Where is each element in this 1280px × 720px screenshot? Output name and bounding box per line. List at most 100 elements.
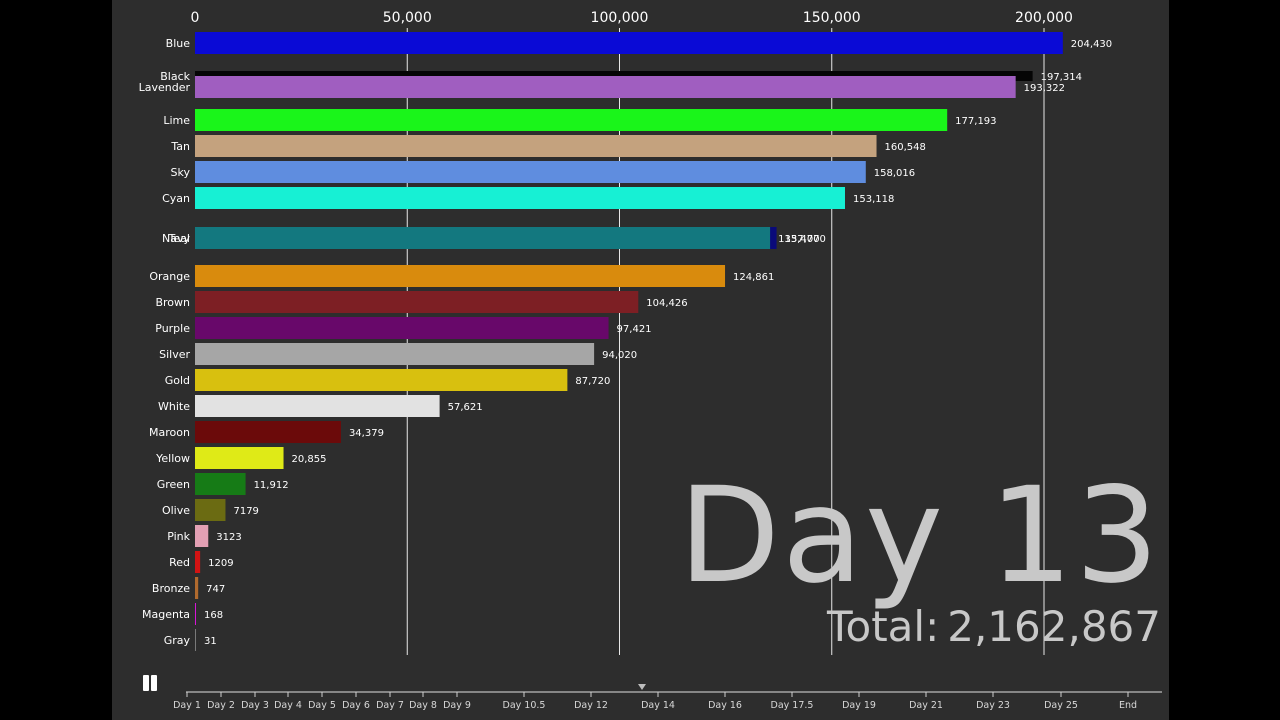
bar-label-green: Green [157, 478, 190, 491]
bar-olive [195, 499, 226, 521]
value-label-maroon: 34,379 [349, 428, 384, 439]
timeline-label: Day 16 [708, 700, 742, 711]
value-label-red: 1209 [208, 558, 233, 569]
bar-label-brown: Brown [155, 296, 190, 309]
bar-label-silver: Silver [159, 348, 190, 361]
bar-yellow [195, 447, 284, 469]
bar-label-lavender: Lavender [139, 81, 191, 94]
value-label-olive: 7179 [233, 506, 258, 517]
timeline-label: Day 4 [274, 700, 302, 711]
value-label-lime: 177,193 [955, 116, 996, 127]
value-label-gold: 87,720 [575, 376, 610, 387]
value-label-silver: 94,020 [602, 350, 637, 361]
bar-label-olive: Olive [162, 504, 190, 517]
total-readout: Total: 2,162,867 [827, 606, 1161, 648]
bar-bronze [195, 577, 199, 599]
bar-label-gold: Gold [165, 374, 190, 387]
bar-pink [195, 525, 209, 547]
total-label: Total: [826, 602, 940, 651]
value-label-purple: 97,421 [617, 324, 652, 335]
timeline-label: Day 1 [173, 700, 201, 711]
bar-chart-race: 0 50,000 100,000 150,000 200,000 Blue 204,430… [139, 10, 1162, 711]
x-axis-ticks: 0 50,000 100,000 150,000 200,000 [191, 10, 1073, 26]
bar-teal [195, 227, 771, 249]
value-label-lavender: 193,322 [1024, 83, 1065, 94]
value-label-yellow: 20,855 [292, 454, 327, 465]
total-value: 2,162,867 [947, 602, 1161, 651]
value-label-green: 11,912 [254, 480, 289, 491]
timeline-label: Day 25 [1044, 700, 1078, 711]
bar-label-orange: Orange [149, 270, 190, 283]
bar-purple [195, 317, 609, 339]
bar-orange [195, 265, 726, 287]
grid-layer [406, 28, 1045, 655]
x-tick-label: 50,000 [383, 10, 432, 26]
timeline-label: Day 17.5 [771, 700, 814, 711]
bar-magenta [195, 603, 196, 625]
x-tick-label: 0 [191, 10, 200, 26]
bar-white [195, 395, 440, 417]
timeline-label: Day 12 [574, 700, 608, 711]
value-label-sky: 158,016 [874, 168, 915, 179]
bar-lavender [195, 76, 1016, 98]
bar-label-yellow: Yellow [155, 452, 190, 465]
x-tick-label: 150,000 [803, 10, 861, 26]
timeline[interactable]: Day 1 Day 2 Day 3 Day 4 Day 5 Day 6 Day 7 Day 8… [173, 684, 1162, 711]
bar-gold [195, 369, 568, 391]
value-label-cyan: 153,118 [853, 194, 894, 205]
bar-label-black: Black [160, 70, 190, 83]
bars-layer: Blue 204,430 Black 197,314 Lavender 193,322 Li… [139, 32, 1112, 651]
chart-stage: 0 50,000 100,000 150,000 200,000 Blue 204,430… [112, 0, 1169, 720]
bar-lime [195, 109, 948, 131]
timeline-marker [638, 684, 646, 690]
timeline-label: Day 23 [976, 700, 1010, 711]
timeline-label: Day 6 [342, 700, 370, 711]
value-label-white: 57,621 [448, 402, 483, 413]
value-label-gray: 31 [204, 636, 217, 647]
bar-green [195, 473, 246, 495]
bar-label-sky: Sky [171, 166, 191, 179]
bar-red [195, 551, 201, 573]
timeline-label: Day 21 [909, 700, 943, 711]
timeline-label: Day 7 [376, 700, 404, 711]
bar-label-bronze: Bronze [152, 582, 190, 595]
bar-label-teal: Teal [168, 232, 190, 245]
bar-tan [195, 135, 877, 157]
x-tick-label: 100,000 [591, 10, 649, 26]
bar-label-white: White [158, 400, 190, 413]
bar-label-tan: Tan [170, 140, 190, 153]
value-label-magenta: 168 [204, 610, 223, 621]
bar-label-cyan: Cyan [162, 192, 190, 205]
bar-label-maroon: Maroon [149, 426, 190, 439]
timeline-label: End [1119, 700, 1137, 711]
bar-brown [195, 291, 639, 313]
timeline-label: Day 9 [443, 700, 471, 711]
bar-blue [195, 32, 1063, 54]
current-day-label: Day 13 [678, 459, 1161, 613]
timeline-label: Day 10.5 [503, 700, 546, 711]
value-label-bronze: 747 [206, 584, 225, 595]
bar-label-pink: Pink [167, 530, 190, 543]
value-label-orange: 124,861 [733, 272, 774, 283]
pause-icon[interactable] [142, 675, 158, 691]
value-label-black: 197,314 [1041, 72, 1082, 83]
value-label-tan: 160,548 [885, 142, 926, 153]
bar-label-navy: Navy [162, 232, 190, 245]
bar-silver [195, 343, 595, 365]
bar-cyan [195, 187, 845, 209]
timeline-label: Day 14 [641, 700, 675, 711]
bar-label-gray: Gray [164, 634, 191, 647]
bar-label-blue: Blue [166, 37, 191, 50]
value-label-navy: 137,000 [785, 234, 826, 245]
timeline-label: Day 19 [842, 700, 876, 711]
timeline-label: Day 2 [207, 700, 235, 711]
value-label-pink: 3123 [216, 532, 241, 543]
x-tick-label: 200,000 [1015, 10, 1073, 26]
bar-label-red: Red [169, 556, 190, 569]
bar-label-purple: Purple [155, 322, 190, 335]
timeline-label: Day 3 [241, 700, 269, 711]
bar-gray [195, 629, 196, 651]
value-label-teal: 135,477 [778, 234, 819, 245]
bar-label-magenta: Magenta [142, 608, 190, 621]
timeline-label: Day 5 [308, 700, 336, 711]
